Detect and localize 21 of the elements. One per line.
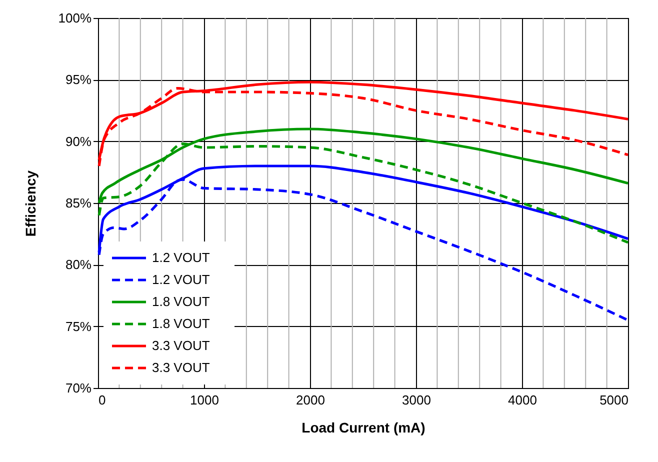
y-tick-label: 100% (58, 10, 92, 26)
y-tick-label: 70% (65, 380, 92, 396)
legend-label: 1.2 VOUT (152, 250, 210, 265)
legend-label: 1.8 VOUT (152, 294, 210, 309)
legend-label: 1.8 VOUT (152, 316, 210, 331)
y-tick-label: 75% (65, 318, 92, 334)
x-tick-label: 1000 (190, 392, 219, 408)
x-axis-title: Load Current (mA) (302, 420, 426, 436)
y-axis-title: Efficiency (22, 170, 38, 237)
x-tick-label: 3000 (402, 392, 431, 408)
legend-label: 1.2 VOUT (152, 272, 210, 287)
y-tick-label: 80% (65, 257, 92, 272)
y-tick-label: 85% (65, 196, 92, 210)
x-tick-label: 0 (98, 392, 106, 408)
y-tick-label: 90% (65, 134, 92, 149)
y-tick-label: 95% (65, 72, 92, 88)
x-tick-label: 5000 (600, 392, 628, 408)
x-tick-label: 2000 (296, 392, 325, 408)
legend-label: 3.3 VOUT (152, 360, 210, 375)
x-tick-label: 4000 (508, 392, 537, 408)
legend-label: 3.3 VOUT (152, 338, 210, 353)
